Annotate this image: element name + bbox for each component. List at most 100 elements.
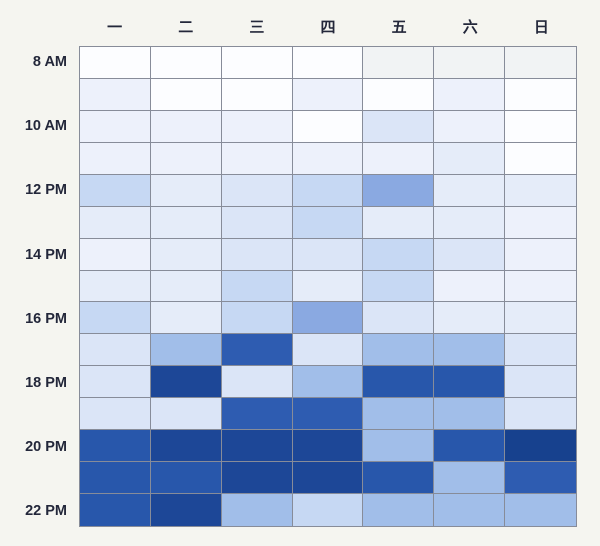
heatmap-cell bbox=[80, 494, 151, 526]
heatmap-cell bbox=[363, 302, 435, 335]
heatmap-cell bbox=[434, 302, 506, 335]
heatmap-cell bbox=[505, 206, 576, 239]
heatmap-cell bbox=[221, 462, 293, 495]
heatmap-cell bbox=[221, 270, 293, 303]
heatmap-cell bbox=[363, 238, 435, 271]
column-header-mon: 一 bbox=[107, 19, 123, 36]
heatmap-cell bbox=[363, 334, 435, 367]
heatmap-cell bbox=[80, 430, 151, 463]
heatmap-cell bbox=[505, 78, 576, 111]
heatmap-cell bbox=[80, 174, 151, 207]
heatmap-cell bbox=[434, 238, 506, 271]
heatmap-cell bbox=[80, 78, 151, 111]
heatmap-cell bbox=[221, 142, 293, 175]
heatmap-cell bbox=[150, 302, 222, 335]
heatmap-cell bbox=[505, 334, 576, 367]
heatmap-cell bbox=[80, 110, 151, 143]
heatmap-cell bbox=[505, 494, 576, 526]
heatmap-cell bbox=[292, 430, 364, 463]
heatmap-cell bbox=[363, 47, 435, 79]
heatmap-cell bbox=[363, 174, 435, 207]
heatmap-cell bbox=[363, 78, 435, 111]
heatmap-cell bbox=[80, 206, 151, 239]
row-label-18pm: 18 PM bbox=[25, 375, 67, 391]
heatmap-cell bbox=[363, 110, 435, 143]
heatmap-cell bbox=[363, 270, 435, 303]
heatmap-cell bbox=[150, 110, 222, 143]
row-label-12pm: 12 PM bbox=[25, 182, 67, 198]
heatmap-cell bbox=[363, 142, 435, 175]
heatmap-cell bbox=[80, 366, 151, 399]
row-label-20pm: 20 PM bbox=[25, 439, 67, 455]
heatmap-cell bbox=[505, 238, 576, 271]
heatmap-cell bbox=[221, 110, 293, 143]
heatmap-cell bbox=[292, 366, 364, 399]
heatmap-cell bbox=[363, 494, 435, 526]
heatmap-cell bbox=[150, 366, 222, 399]
column-header-thu: 四 bbox=[320, 19, 336, 36]
column-header-tue: 二 bbox=[178, 19, 194, 36]
heatmap-cell bbox=[150, 334, 222, 367]
heatmap-cell bbox=[150, 270, 222, 303]
heatmap-cell bbox=[434, 142, 506, 175]
heatmap-cell bbox=[434, 430, 506, 463]
heatmap-cell bbox=[292, 238, 364, 271]
row-label-10am: 10 AM bbox=[24, 118, 67, 134]
heatmap-cell bbox=[292, 142, 364, 175]
heatmap-cell bbox=[505, 398, 576, 431]
row-label-16pm: 16 PM bbox=[25, 311, 67, 327]
heatmap-cell bbox=[434, 494, 506, 526]
heatmap-cell bbox=[292, 78, 364, 111]
heatmap-cell bbox=[150, 47, 222, 79]
heatmap-cell bbox=[292, 206, 364, 239]
heatmap-cell bbox=[221, 78, 293, 111]
heatmap-cell bbox=[505, 270, 576, 303]
heatmap-cell bbox=[221, 398, 293, 431]
column-header-sun: 日 bbox=[533, 19, 549, 36]
heatmap-cell bbox=[150, 206, 222, 239]
heatmap-cell bbox=[505, 366, 576, 399]
row-label-14pm: 14 PM bbox=[25, 247, 67, 263]
heatmap-cell bbox=[363, 430, 435, 463]
heatmap-cell bbox=[292, 47, 364, 79]
heatmap-cell bbox=[292, 174, 364, 207]
heatmap-cell bbox=[150, 78, 222, 111]
heatmap-cell bbox=[221, 206, 293, 239]
heatmap-cell bbox=[292, 270, 364, 303]
heatmap-cell bbox=[434, 206, 506, 239]
heatmap-cell bbox=[150, 142, 222, 175]
column-header-wed: 三 bbox=[249, 19, 265, 36]
heatmap-cell bbox=[80, 47, 151, 79]
heatmap-cell bbox=[363, 462, 435, 495]
heatmap-cell bbox=[434, 462, 506, 495]
heatmap-cell bbox=[80, 398, 151, 431]
column-header-fri: 五 bbox=[391, 19, 407, 36]
heatmap-cell bbox=[434, 174, 506, 207]
heatmap-cell bbox=[434, 78, 506, 111]
heatmap-cell bbox=[150, 238, 222, 271]
heatmap-cell bbox=[505, 142, 576, 175]
heatmap-cell bbox=[221, 302, 293, 335]
heatmap-cell bbox=[80, 302, 151, 335]
heatmap-cell bbox=[363, 366, 435, 399]
heatmap-cell bbox=[505, 174, 576, 207]
heatmap-cell bbox=[292, 334, 364, 367]
row-label-8am: 8 AM bbox=[32, 54, 67, 70]
heatmap-cell bbox=[221, 430, 293, 463]
heatmap-cell bbox=[221, 238, 293, 271]
column-headers: 一 二 三 四 五 六 日 bbox=[79, 16, 577, 40]
heatmap-cell bbox=[505, 110, 576, 143]
heatmap-cell bbox=[150, 398, 222, 431]
heatmap-cell bbox=[221, 174, 293, 207]
heatmap-cell bbox=[292, 110, 364, 143]
heatmap-cell bbox=[292, 462, 364, 495]
heatmap-cell bbox=[434, 47, 506, 79]
heatmap-cell bbox=[150, 462, 222, 495]
heatmap-cell bbox=[292, 302, 364, 335]
column-header-sat: 六 bbox=[462, 19, 478, 36]
heatmap-cell bbox=[80, 270, 151, 303]
heatmap-cell bbox=[221, 334, 293, 367]
heatmap-cell bbox=[505, 47, 576, 79]
heatmap-cell bbox=[434, 398, 506, 431]
